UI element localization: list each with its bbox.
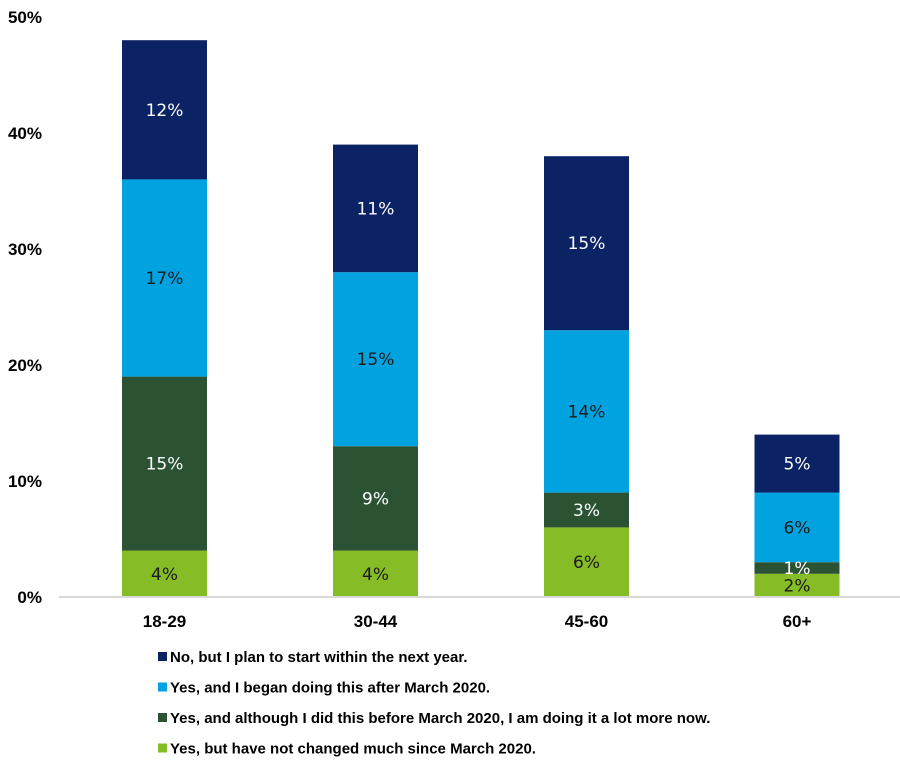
- data-label: 4%: [151, 565, 178, 585]
- legend-swatch: [158, 682, 167, 692]
- data-label: 6%: [573, 553, 600, 573]
- legend-swatch: [158, 713, 167, 722]
- data-label: 12%: [146, 101, 184, 121]
- bar-segment: [333, 550, 418, 597]
- legend-swatch: [158, 743, 167, 753]
- y-axis: 0% 10% 20% 30% 40% 50%: [8, 8, 42, 607]
- data-label: 15%: [146, 455, 184, 475]
- data-label: 9%: [362, 489, 389, 509]
- legend-label: Yes, and although I did this before Marc…: [170, 710, 710, 727]
- data-label: 15%: [568, 234, 606, 254]
- data-label: 2%: [784, 576, 811, 596]
- bar-segment: [754, 492, 840, 563]
- x-tick-label: 45-60: [565, 612, 608, 631]
- bar-segment: [754, 573, 840, 597]
- y-tick-label: 50%: [8, 8, 42, 27]
- y-tick-label: 20%: [8, 356, 42, 375]
- y-tick-label: 0%: [17, 588, 42, 607]
- data-label: 4%: [362, 565, 389, 585]
- data-label: 11%: [357, 199, 395, 219]
- bar-segment: [122, 40, 207, 180]
- y-tick-label: 10%: [8, 472, 42, 491]
- legend-label: No, but I plan to start within the next …: [170, 649, 468, 666]
- data-label: 14%: [568, 402, 606, 422]
- legend-label: Yes, but have not changed much since Mar…: [170, 741, 536, 758]
- data-label: 6%: [784, 518, 811, 538]
- bar-segment: [754, 434, 840, 493]
- y-tick-label: 30%: [8, 240, 42, 259]
- x-axis: 18-29 30-44 45-60 60+: [143, 612, 812, 631]
- bar-segment: [544, 330, 629, 493]
- legend: No, but I plan to start within the next …: [158, 649, 710, 758]
- bar-segment: [544, 156, 629, 331]
- data-label: 5%: [784, 455, 811, 475]
- y-tick-label: 40%: [8, 124, 42, 143]
- data-label: 15%: [357, 350, 395, 370]
- legend-swatch: [158, 652, 167, 661]
- bar-segment: [122, 376, 207, 551]
- bar-segment: [122, 179, 207, 377]
- bar-segment: [333, 446, 418, 551]
- bars: 4% 15% 17% 12% 4% 9% 15% 11% 6% 3% 14% 15% 2%1% 6% 5%: [122, 40, 840, 597]
- legend-label: Yes, and I began doing this after March …: [170, 680, 490, 697]
- bar-segment: [333, 272, 418, 447]
- bar-segment: [122, 550, 207, 597]
- bar-segment: [544, 492, 629, 528]
- bar-segment: [754, 562, 840, 574]
- data-label: 17%: [146, 269, 184, 289]
- data-label: 1%: [784, 559, 811, 579]
- x-tick-label: 60+: [783, 612, 812, 631]
- bar-segment: [333, 144, 418, 273]
- data-label: 3%: [573, 501, 600, 521]
- x-tick-label: 18-29: [143, 612, 186, 631]
- x-tick-label: 30-44: [354, 612, 398, 631]
- bar-segment: [544, 527, 629, 597]
